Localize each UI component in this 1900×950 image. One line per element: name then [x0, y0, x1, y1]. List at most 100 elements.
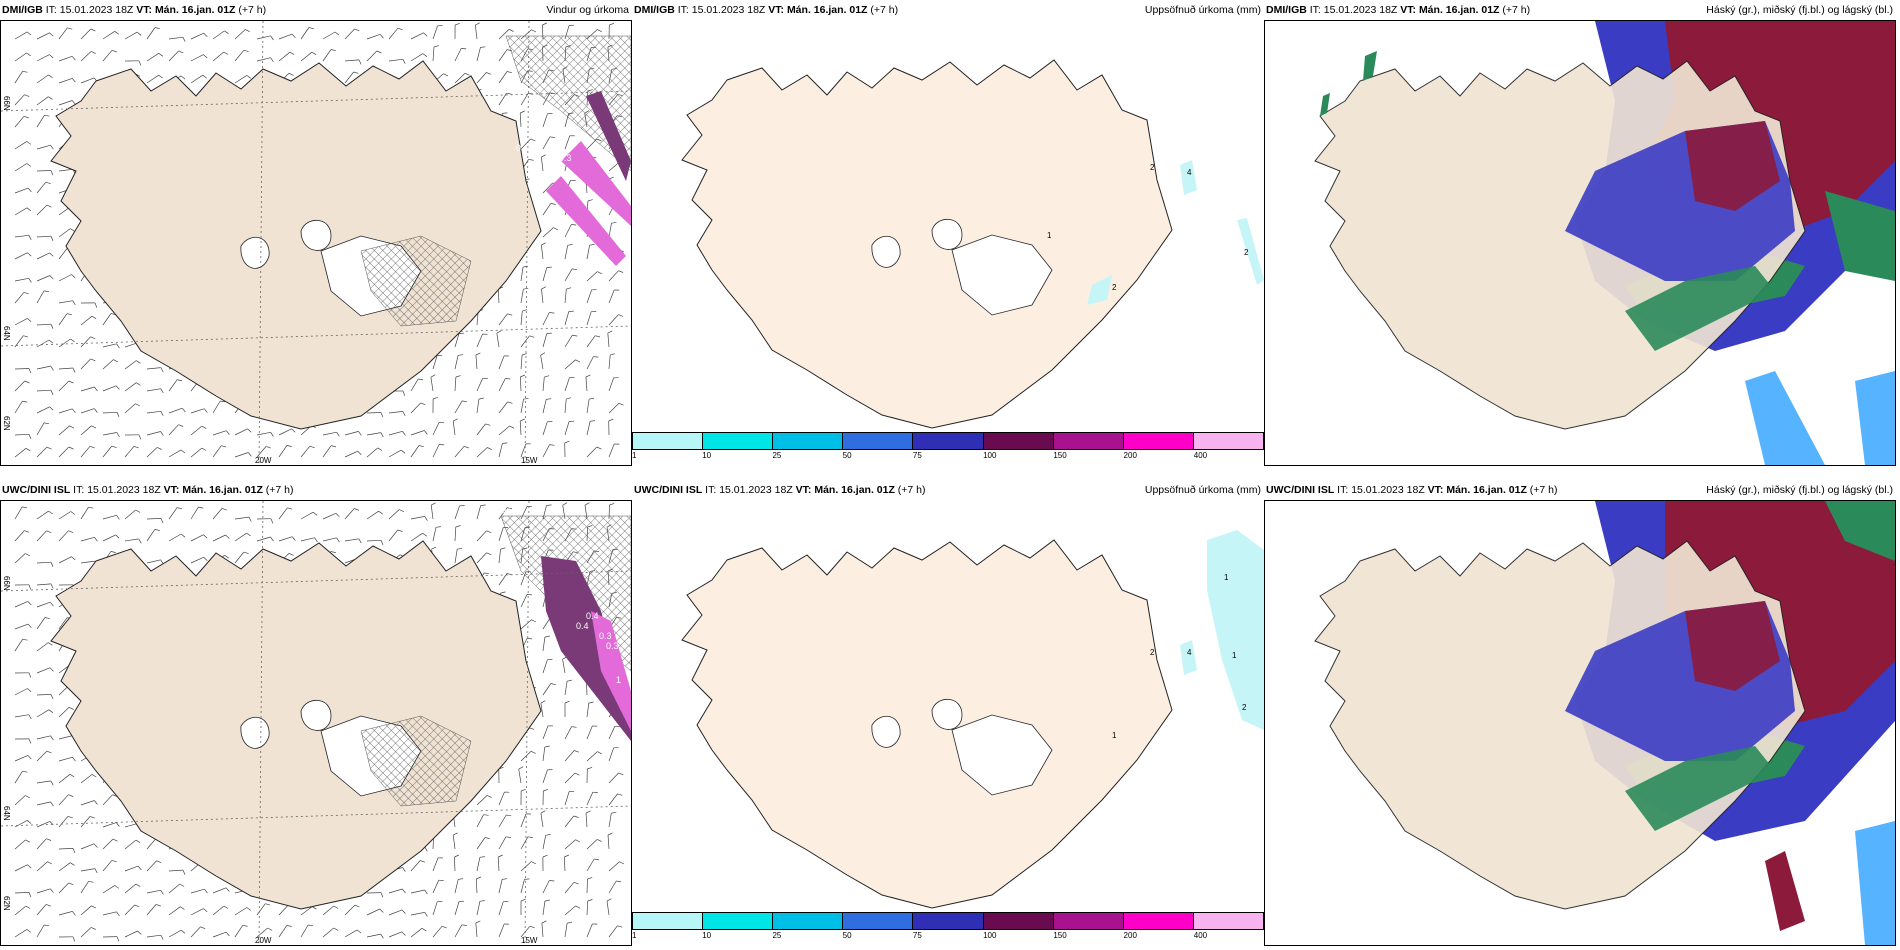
wind-barb-feather	[573, 815, 579, 818]
precip-area	[1180, 640, 1197, 675]
wind-barb-feather	[160, 431, 164, 436]
wind-barb	[14, 187, 29, 194]
wind-barb-feather	[178, 424, 184, 427]
wind-barb	[430, 505, 434, 520]
wind-barb	[586, 335, 596, 348]
wind-barb-feather	[48, 74, 53, 78]
wind-barb	[322, 431, 337, 436]
it-label: IT:	[45, 4, 57, 16]
wind-barb-feather	[27, 187, 32, 193]
wind-barb	[102, 50, 113, 62]
wind-barb	[102, 822, 117, 828]
wind-barb	[607, 834, 610, 850]
wind-barb-feather	[483, 814, 489, 816]
wind-barb-feather	[91, 51, 96, 54]
wind-barb	[14, 795, 26, 806]
wind-barb-feather	[46, 446, 52, 450]
wind-barb	[586, 289, 593, 304]
wind-barb	[540, 813, 544, 828]
wind-barb	[168, 929, 182, 938]
wind-barb-feather	[49, 406, 54, 411]
wind-barb-feather	[179, 883, 185, 887]
wind-barb-feather	[553, 227, 558, 231]
wind-barb	[190, 447, 203, 458]
it-value: 15.01.2023 18Z	[1351, 484, 1425, 496]
wind-barb-feather	[454, 854, 460, 858]
wind-barb	[212, 534, 226, 542]
wind-barb-feather	[529, 335, 535, 338]
wind-barb-feather	[27, 755, 32, 760]
wind-barb	[542, 901, 546, 916]
glacier	[871, 235, 901, 268]
wind-barb-feather	[70, 511, 76, 515]
wind-barb-feather	[44, 617, 50, 620]
wind-barb-feather	[590, 420, 596, 422]
wind-barb	[540, 703, 544, 718]
wind-barb-feather	[541, 920, 547, 924]
wind-barb-feather	[453, 418, 458, 422]
wind-barb	[498, 313, 508, 326]
contour-label: 1	[1112, 731, 1117, 740]
wind-barb-feather	[418, 445, 424, 448]
wind-barb-feather	[26, 163, 32, 167]
panel-header: UWC/DINI ISL IT: 15.01.2023 18Z VT: Mán.…	[0, 480, 632, 500]
precip-map-svg: 2 4 1 2 2	[681, 59, 1264, 429]
wind-barb	[388, 931, 403, 938]
wind-barb-feather	[584, 502, 590, 506]
wind-barb-feather	[246, 532, 251, 537]
wind-barb	[58, 735, 73, 740]
wind-barb-feather	[94, 408, 98, 413]
colorbar-cell	[843, 433, 914, 449]
wind-barb	[58, 848, 74, 850]
wind-barb	[102, 794, 113, 806]
wind-barb	[36, 275, 51, 282]
wind-barb-feather	[49, 275, 54, 280]
wind-barb	[498, 814, 507, 828]
wind-barb-feather	[334, 31, 340, 36]
wind-barb-feather	[136, 382, 141, 386]
wind-barb-feather	[522, 309, 528, 312]
glacier	[951, 714, 1053, 796]
wind-barb	[278, 33, 293, 40]
wind-barb-feather	[204, 408, 208, 413]
wind-barb	[454, 376, 457, 392]
wind-barb	[14, 448, 27, 458]
wind-barb-feather	[246, 75, 252, 79]
wind-barb-feather	[518, 766, 524, 770]
wind-barb	[80, 816, 91, 828]
wind-barb	[410, 32, 424, 40]
wind-barb-feather	[160, 518, 164, 524]
wind-barb	[14, 94, 25, 106]
wind-barb-feather	[596, 446, 602, 450]
wind-barb	[58, 100, 73, 106]
wind-barb	[36, 530, 47, 542]
wind-barb-feather	[422, 53, 428, 57]
wind-barb	[278, 445, 288, 458]
wind-barb	[454, 924, 463, 938]
wind-barb-feather	[607, 832, 613, 836]
wind-barb-feather	[335, 513, 340, 518]
wind-barb	[430, 377, 434, 392]
precip-area	[1087, 275, 1112, 305]
wind-barb	[344, 59, 360, 62]
wind-barb-feather	[566, 397, 572, 400]
lead-time: (+7 h)	[897, 484, 926, 496]
wind-barb	[80, 905, 92, 916]
wind-barb-feather	[520, 418, 525, 422]
wind-barb	[124, 883, 137, 894]
wind-barb	[190, 32, 204, 40]
precip-map-svg: 1 2 4 1 2 1	[681, 530, 1264, 909]
wind-barb-feather	[496, 330, 502, 334]
wind-barb	[256, 35, 271, 40]
wind-barb-feather	[500, 591, 506, 594]
wind-barb	[168, 407, 183, 414]
wind-barb	[432, 422, 440, 436]
wind-barb	[234, 49, 245, 62]
lon-label: 20W	[255, 936, 272, 945]
vt-value: Mán. 16.jan. 01Z	[814, 484, 895, 496]
wind-barb-feather	[587, 766, 593, 770]
wind-barb-feather	[46, 750, 52, 754]
glacier	[871, 715, 901, 748]
wind-barb	[234, 29, 246, 40]
contour-label: 2	[1150, 648, 1155, 657]
